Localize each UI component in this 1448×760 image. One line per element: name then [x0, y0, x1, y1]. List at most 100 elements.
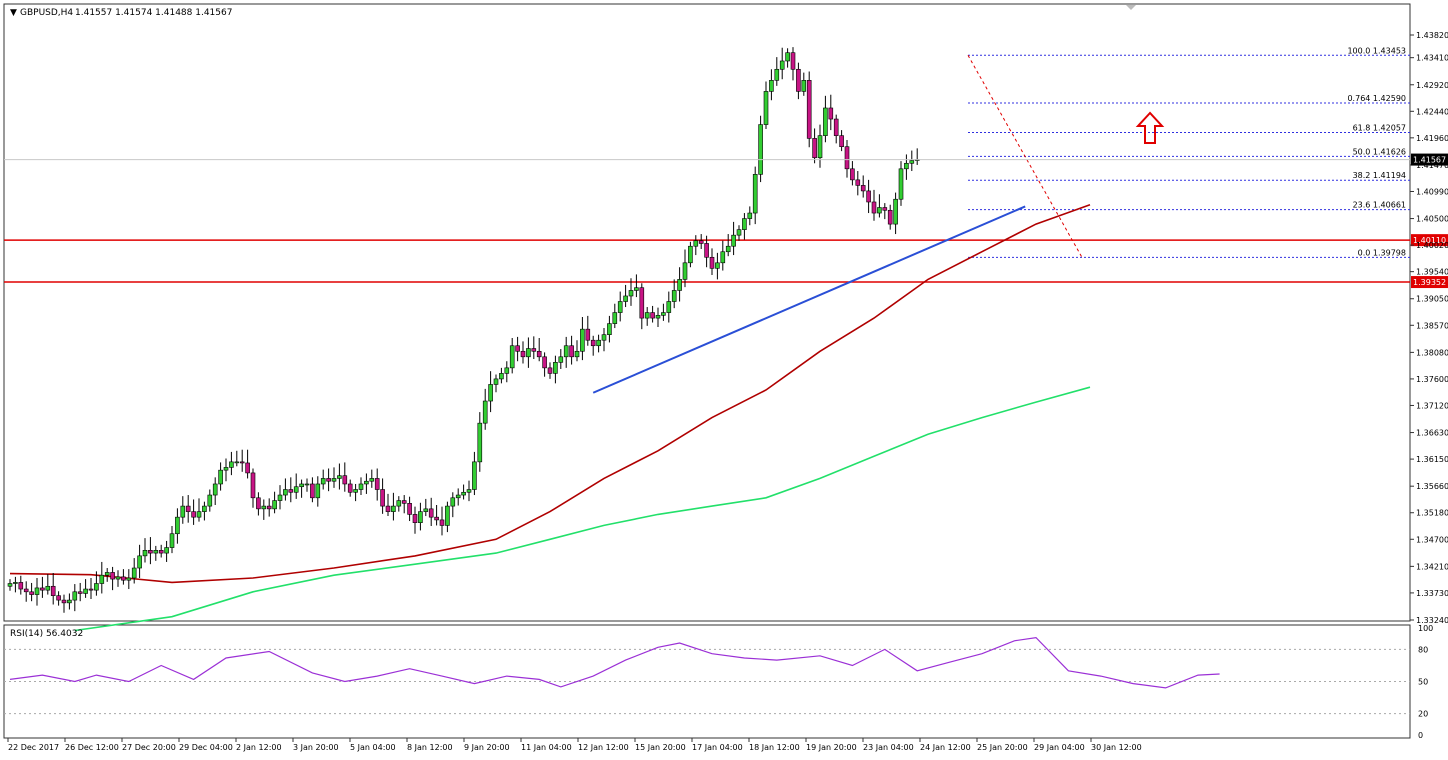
fib-level-label: 50.0 1.41626 [1353, 147, 1406, 156]
candle-bull [364, 480, 369, 485]
candle-bull [304, 483, 310, 486]
time-tick-label: 27 Dec 20:00 [122, 743, 176, 752]
price-axis: 1.438201.434101.429201.424401.419601.414… [4, 31, 1448, 625]
candle-bear [428, 508, 434, 518]
candle-bull [623, 295, 628, 302]
candle-bear [590, 339, 596, 347]
candle-bear [531, 348, 537, 352]
price-tick-label: 1.34210 [1416, 562, 1448, 571]
time-tick-label: 9 Jan 20:00 [464, 743, 510, 752]
candle-bear [844, 146, 850, 170]
candle-bull [331, 478, 337, 482]
candle-bear [18, 582, 24, 590]
candle-bull [175, 516, 180, 535]
candle-bear [855, 179, 861, 186]
rsi-indicator: 100 80 50 20 0 [4, 624, 1433, 740]
candle-bear [385, 505, 391, 512]
current-price-label: 1.41567 [1413, 156, 1446, 165]
candle-bull [682, 262, 688, 280]
candle-bull [450, 497, 456, 507]
candle-bull [801, 80, 807, 92]
candle-bull [823, 107, 828, 136]
candle-bull [601, 334, 607, 341]
price-tick-label: 1.33730 [1416, 589, 1448, 598]
candle-bull [234, 461, 240, 464]
fib-level-label: 61.8 1.42057 [1353, 123, 1406, 132]
time-tick-label: 8 Jan 12:00 [407, 743, 453, 752]
candle-bear [887, 209, 893, 225]
candle-bull [153, 550, 159, 554]
candle-bull [688, 245, 693, 264]
candle-bull [671, 290, 677, 302]
candle-bull [445, 505, 450, 526]
time-tick-label: 26 Dec 12:00 [65, 743, 119, 752]
support-price-label: 1.39352 [1413, 278, 1446, 287]
candle-bear [806, 80, 812, 139]
candle-bear [650, 312, 655, 319]
candle-bull [202, 505, 207, 512]
candle-bull [283, 489, 288, 496]
ohlc-readout: 1.41557 1.41574 1.41488 1.41567 [75, 8, 232, 18]
candle-bull [553, 362, 558, 374]
candle-bull [223, 467, 229, 471]
candle-bull [94, 583, 99, 591]
candle-bull [126, 577, 132, 581]
time-tick-label: 29 Dec 04:00 [179, 743, 233, 752]
candle-bear [310, 483, 315, 499]
candle-bull [137, 555, 142, 569]
candle-bear [185, 505, 191, 512]
up-arrow-icon [1135, 111, 1165, 144]
candle-bear [569, 345, 574, 358]
time-tick-label: 11 Jan 04:00 [521, 743, 572, 752]
candle-bear [288, 489, 294, 493]
candle-bear [439, 519, 445, 526]
candle-bull [612, 312, 618, 324]
candle-bull [526, 348, 531, 358]
candle-bull [488, 384, 493, 402]
fib-level-label: 38.2 1.41194 [1353, 171, 1406, 180]
candle-bear [536, 350, 542, 358]
support-price-tag [1411, 234, 1448, 247]
candle-bull [482, 400, 488, 424]
candle-bull [180, 505, 186, 518]
candle-bull [769, 80, 774, 92]
trendline [592, 205, 1026, 394]
candle-bull [391, 505, 396, 512]
support-price-label: 1.40110 [1413, 236, 1446, 245]
rsi-tick-label: 20 [1418, 710, 1428, 719]
rsi-tick-label: 100 [1418, 624, 1433, 633]
candle-bull [736, 229, 742, 236]
time-tick-label: 24 Jan 12:00 [920, 743, 971, 752]
candle-bull [164, 547, 169, 554]
candle-bear [77, 591, 83, 594]
candle-bull [353, 489, 358, 493]
candle-bear [158, 550, 164, 554]
candle-bear [380, 489, 385, 507]
candle-bull [320, 478, 326, 485]
rsi-tick-label: 50 [1418, 678, 1428, 687]
scroll-marker-icon[interactable] [1126, 5, 1136, 10]
candle-bull [558, 356, 564, 363]
price-tick-label: 1.39540 [1416, 268, 1448, 277]
candle-bull [499, 373, 504, 380]
candle-bear [639, 287, 645, 319]
candle-bear [520, 350, 526, 358]
candle-bear [866, 190, 871, 203]
candle-bear [250, 472, 256, 499]
time-tick-label: 18 Jan 12:00 [749, 743, 800, 752]
fibonacci-retracement: 100.0 1.43453 0.764 1.42590 61.8 1.42057 50… [967, 46, 1410, 258]
candle-bull [7, 583, 13, 587]
candle-bull [423, 508, 429, 512]
candle-bull [893, 198, 898, 225]
price-tick-label: 1.35660 [1416, 482, 1448, 491]
candle-bull [466, 489, 472, 493]
time-tick-label: 25 Jan 20:00 [977, 743, 1028, 752]
candle-bull [898, 168, 904, 200]
fib-level-label: 100.0 1.43453 [1347, 46, 1406, 55]
rsi-tick-label: 80 [1418, 645, 1428, 654]
price-tick-label: 1.39050 [1416, 295, 1448, 304]
candle-bear [547, 367, 553, 374]
chart-header-toggle-icon[interactable]: ▼ [10, 8, 17, 18]
candle-bull [337, 475, 342, 479]
